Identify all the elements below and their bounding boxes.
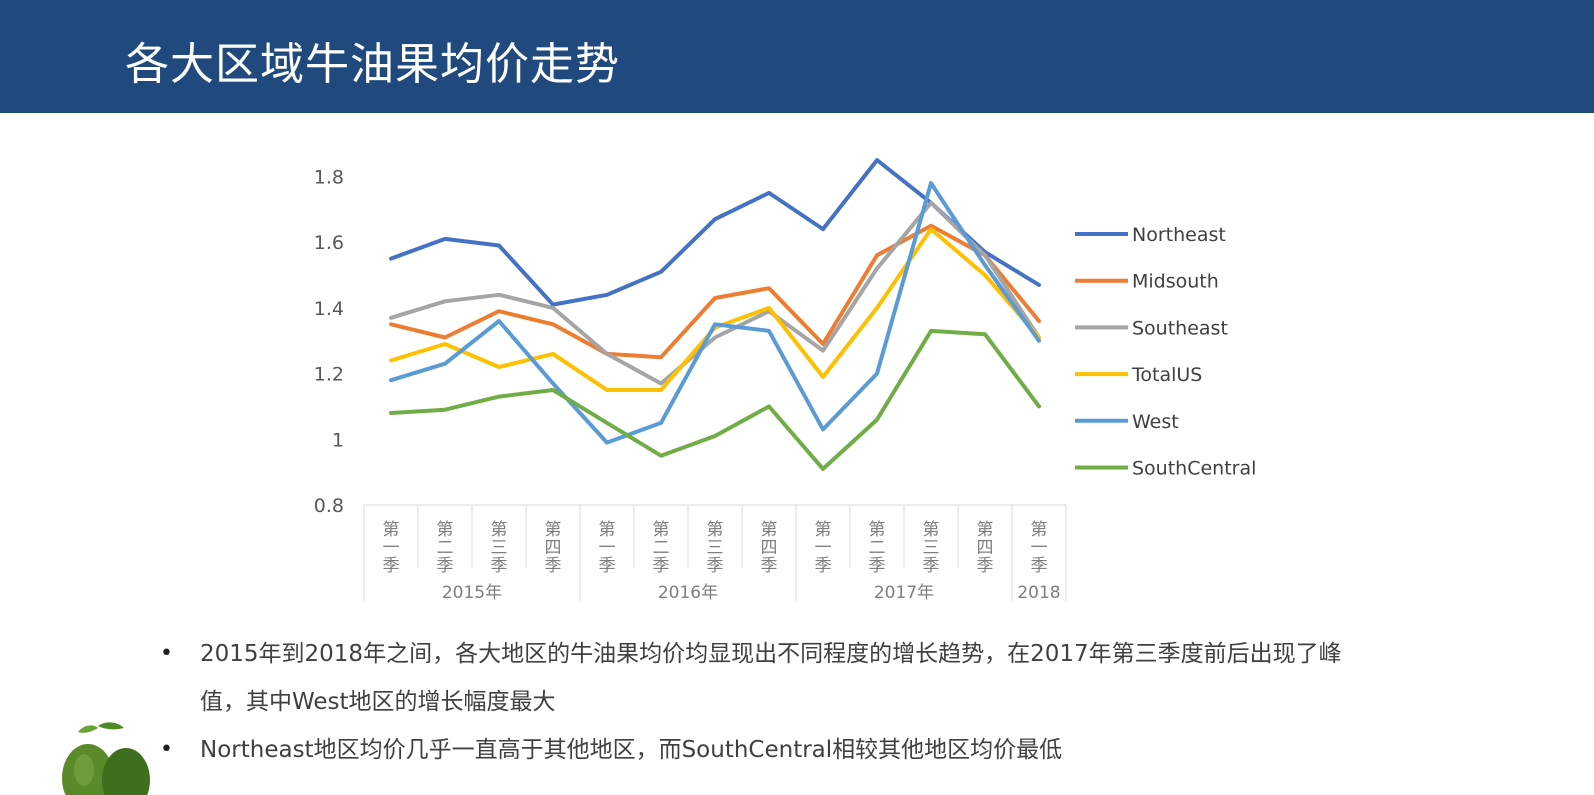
page-title: 各大区域牛油果均价走势 bbox=[125, 39, 620, 90]
x-tick-label: 第 bbox=[545, 520, 562, 540]
price-trend-chart: 0.811.21.41.61.8第一季第二季第三季第四季第一季第二季第三季第四季… bbox=[314, 158, 1256, 603]
x-tick-label: 第 bbox=[653, 520, 670, 540]
series-line-totalus bbox=[389, 227, 1041, 392]
x-tick-label: 季 bbox=[491, 556, 508, 576]
x-tick-label: 四 bbox=[977, 538, 994, 558]
x-tick-label: 一 bbox=[1031, 538, 1048, 558]
x-tick-label: 第 bbox=[437, 520, 454, 540]
x-tick-label: 四 bbox=[761, 538, 778, 558]
bullet-dot: • bbox=[160, 641, 173, 666]
x-group-label: 2017年 bbox=[874, 583, 934, 603]
y-tick-label: 1.4 bbox=[314, 298, 344, 320]
x-tick-label: 季 bbox=[815, 556, 832, 576]
legend-label: Midsouth bbox=[1132, 271, 1219, 293]
series-line-southcentral bbox=[389, 328, 1041, 471]
summary-bullets: • 2015年到2018年之间，各大地区的牛油果均价均显现出不同程度的增长趋势，… bbox=[160, 630, 1480, 774]
x-tick-label: 季 bbox=[437, 556, 454, 576]
bullet-1-line-2: 值，其中West地区的增长幅度最大 bbox=[200, 689, 556, 715]
x-tick-label: 一 bbox=[599, 538, 616, 558]
x-tick-label: 季 bbox=[977, 556, 994, 576]
x-tick-label: 四 bbox=[545, 538, 562, 558]
y-tick-label: 0.8 bbox=[314, 495, 344, 517]
legend-label: SouthCentral bbox=[1132, 458, 1256, 480]
x-tick-label: 三 bbox=[923, 538, 940, 558]
x-tick-label: 二 bbox=[869, 538, 886, 558]
x-tick-label: 第 bbox=[707, 520, 724, 540]
bullet-item-2: • Northeast地区均价几乎一直高于其他地区，而SouthCentral相… bbox=[160, 726, 1480, 774]
x-tick-label: 季 bbox=[383, 556, 400, 576]
x-tick-label: 季 bbox=[707, 556, 724, 576]
x-group-label: 2015年 bbox=[442, 583, 502, 603]
y-tick-label: 1.8 bbox=[314, 167, 344, 189]
x-tick-label: 三 bbox=[707, 538, 724, 558]
x-tick-label: 二 bbox=[437, 538, 454, 558]
bullet-1-line-1: 2015年到2018年之间，各大地区的牛油果均价均显现出不同程度的增长趋势，在2… bbox=[200, 641, 1342, 667]
legend-label: West bbox=[1132, 411, 1179, 433]
x-tick-label: 二 bbox=[653, 538, 670, 558]
x-tick-label: 一 bbox=[815, 538, 832, 558]
x-tick-label: 一 bbox=[383, 538, 400, 558]
bullet-item-1: • 2015年到2018年之间，各大地区的牛油果均价均显现出不同程度的增长趋势，… bbox=[160, 630, 1480, 726]
x-tick-label: 第 bbox=[383, 520, 400, 540]
legend-label: Northeast bbox=[1132, 224, 1226, 246]
bullet-2-line-1: Northeast地区均价几乎一直高于其他地区，而SouthCentral相较其… bbox=[200, 737, 1063, 763]
series-line-west bbox=[389, 181, 1041, 445]
avocado-icon bbox=[62, 722, 150, 795]
y-tick-label: 1 bbox=[332, 429, 344, 451]
x-tick-label: 季 bbox=[869, 556, 886, 576]
x-tick-label: 第 bbox=[1031, 520, 1048, 540]
series-line-midsouth bbox=[389, 223, 1041, 360]
x-tick-label: 季 bbox=[545, 556, 562, 576]
x-tick-label: 季 bbox=[761, 556, 778, 576]
x-tick-label: 第 bbox=[761, 520, 778, 540]
x-tick-label: 第 bbox=[599, 520, 616, 540]
x-tick-label: 季 bbox=[599, 556, 616, 576]
x-tick-label: 三 bbox=[491, 538, 508, 558]
bullet-dot: • bbox=[160, 737, 173, 762]
x-tick-label: 第 bbox=[491, 520, 508, 540]
x-tick-label: 第 bbox=[869, 520, 886, 540]
series-line-southeast bbox=[389, 200, 1041, 386]
x-tick-label: 第 bbox=[977, 520, 994, 540]
x-tick-label: 第 bbox=[923, 520, 940, 540]
legend-label: Southeast bbox=[1132, 317, 1228, 339]
x-tick-label: 第 bbox=[815, 520, 832, 540]
x-group-label: 2016年 bbox=[658, 583, 718, 603]
legend-label: TotalUS bbox=[1131, 364, 1202, 386]
y-tick-label: 1.6 bbox=[314, 232, 344, 254]
x-tick-label: 季 bbox=[1031, 556, 1048, 576]
y-tick-label: 1.2 bbox=[314, 364, 344, 386]
title-banner: 各大区域牛油果均价走势 bbox=[0, 0, 1594, 113]
x-group-label: 2018 bbox=[1017, 583, 1060, 603]
x-tick-label: 季 bbox=[653, 556, 670, 576]
x-tick-label: 季 bbox=[923, 556, 940, 576]
